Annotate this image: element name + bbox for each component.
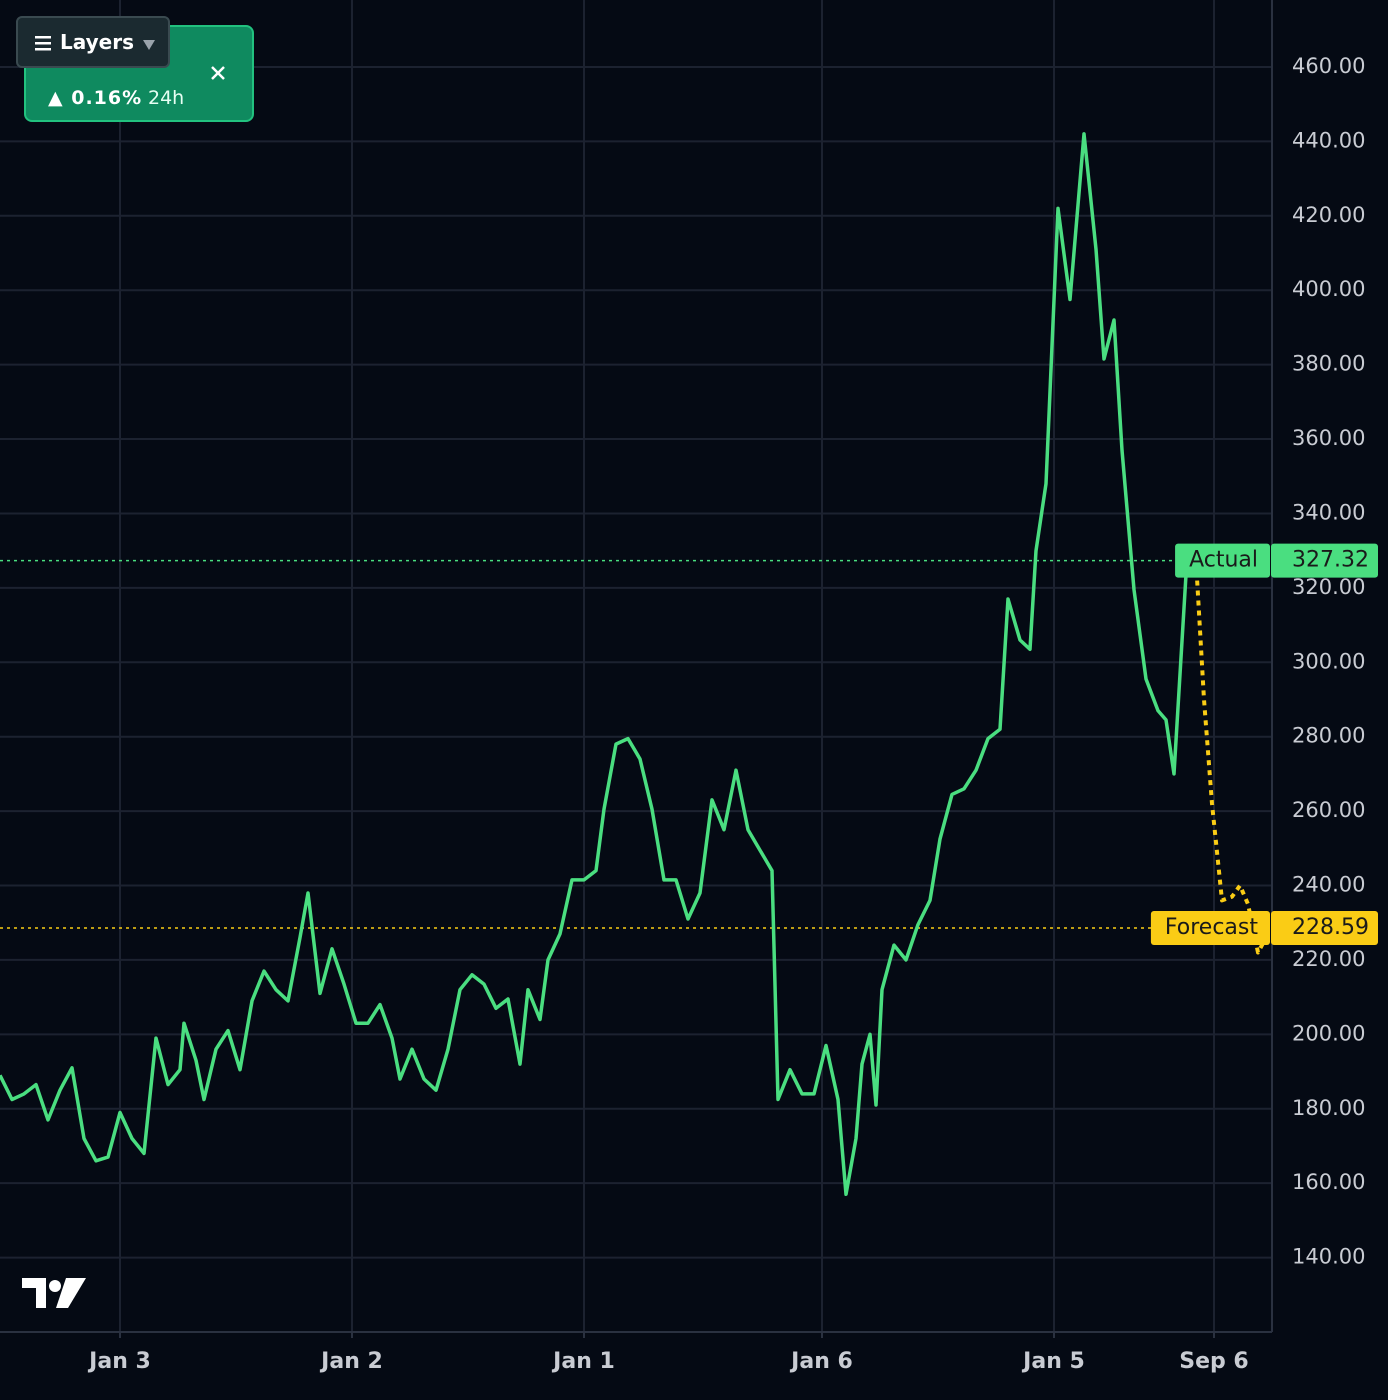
price-line-value: 228.59 [1292, 915, 1369, 940]
x-tick-label: Jan 2 [319, 1349, 383, 1374]
y-tick-label: 200.00 [1292, 1021, 1365, 1045]
change-percent: ▲ 0.16% [48, 87, 143, 109]
y-tick-label: 240.00 [1292, 873, 1365, 897]
price-line-value-box [1271, 543, 1378, 578]
dropdown-icon [143, 40, 155, 50]
y-tick-label: 420.00 [1292, 203, 1365, 227]
price-line-value: 327.32 [1292, 548, 1369, 573]
price-line-value-box [1271, 910, 1378, 945]
y-tick-label: 360.00 [1292, 426, 1365, 450]
y-tick-label: 380.00 [1292, 352, 1365, 376]
layers-label: Layers [60, 30, 134, 54]
x-tick-label: Jan 6 [789, 1349, 853, 1374]
y-tick-label: 280.00 [1292, 724, 1365, 748]
axis-labels: 140.00 160.00 180.00 200.00 220.00 240.00 260.… [87, 54, 1378, 1374]
y-tick-label: 400.00 [1292, 277, 1365, 301]
y-tick-label: 140.00 [1292, 1245, 1365, 1269]
close-button[interactable] [208, 63, 228, 83]
y-tick-label: 220.00 [1292, 947, 1365, 971]
price-line-name: Forecast [1165, 915, 1258, 940]
x-tick-label: Jan 5 [1021, 1349, 1085, 1374]
y-tick-label: 440.00 [1292, 128, 1365, 152]
y-tick-label: 180.00 [1292, 1096, 1365, 1120]
y-tick-label: 260.00 [1292, 798, 1365, 822]
series-line [1194, 560, 1268, 955]
y-tick-label: 460.00 [1292, 54, 1365, 78]
y-tick-label: 340.00 [1292, 500, 1365, 524]
x-tick-label: Sep 6 [1179, 1349, 1248, 1374]
price-line-name: Actual [1189, 548, 1258, 573]
grid [0, 0, 1272, 1332]
series-line [0, 132, 1198, 1197]
price-line-name-box [1175, 543, 1270, 578]
y-tick-label: 300.00 [1292, 649, 1365, 673]
y-tick-label: 160.00 [1292, 1170, 1365, 1194]
price-line-name-box [1150, 910, 1270, 945]
y-tick-label: 320.00 [1292, 575, 1365, 599]
tradingview-logo [22, 1278, 86, 1308]
change-period: 24h [148, 87, 185, 109]
x-tick-label: Jan 3 [87, 1349, 151, 1374]
x-tick-label: Jan 1 [551, 1349, 615, 1374]
layers-button[interactable]: Layers [16, 16, 170, 68]
menu-icon [35, 36, 51, 51]
